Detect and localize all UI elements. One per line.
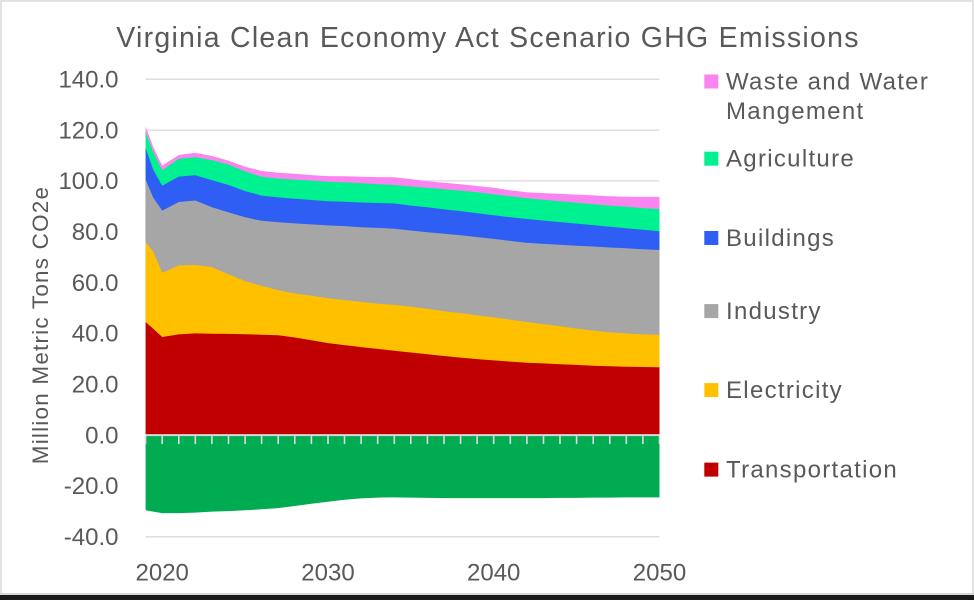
svg-text:Virginia Clean Economy Act Sce: Virginia Clean Economy Act Scenario GHG …	[116, 22, 859, 54]
svg-text:0.0: 0.0	[85, 422, 118, 449]
svg-text:-20.0: -20.0	[64, 473, 119, 500]
svg-text:120.0: 120.0	[58, 117, 118, 144]
svg-text:Electricity: Electricity	[726, 377, 843, 404]
svg-text:40.0: 40.0	[72, 321, 119, 348]
svg-text:2020: 2020	[136, 560, 189, 587]
svg-text:-40.0: -40.0	[64, 524, 119, 551]
svg-text:60.0: 60.0	[72, 270, 119, 297]
svg-text:20.0: 20.0	[72, 372, 119, 399]
svg-text:140.0: 140.0	[58, 66, 118, 93]
svg-text:2050: 2050	[633, 560, 686, 587]
svg-text:Agriculture: Agriculture	[726, 146, 855, 173]
svg-text:2030: 2030	[301, 560, 354, 587]
svg-text:Waste and Water: Waste and Water	[726, 69, 929, 96]
svg-text:Buildings: Buildings	[726, 225, 835, 252]
svg-text:80.0: 80.0	[72, 219, 119, 246]
svg-text:Industry: Industry	[726, 298, 822, 325]
svg-text:2040: 2040	[467, 560, 520, 587]
svg-text:100.0: 100.0	[58, 168, 118, 195]
svg-text:Transportation: Transportation	[726, 457, 898, 484]
svg-text:Mangement: Mangement	[726, 98, 864, 125]
svg-text:Million Metric Tons CO2e: Million Metric Tons CO2e	[28, 186, 53, 464]
